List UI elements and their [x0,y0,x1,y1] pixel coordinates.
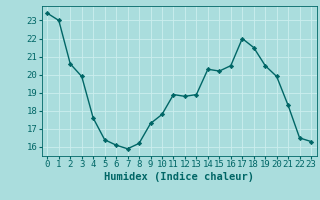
X-axis label: Humidex (Indice chaleur): Humidex (Indice chaleur) [104,172,254,182]
